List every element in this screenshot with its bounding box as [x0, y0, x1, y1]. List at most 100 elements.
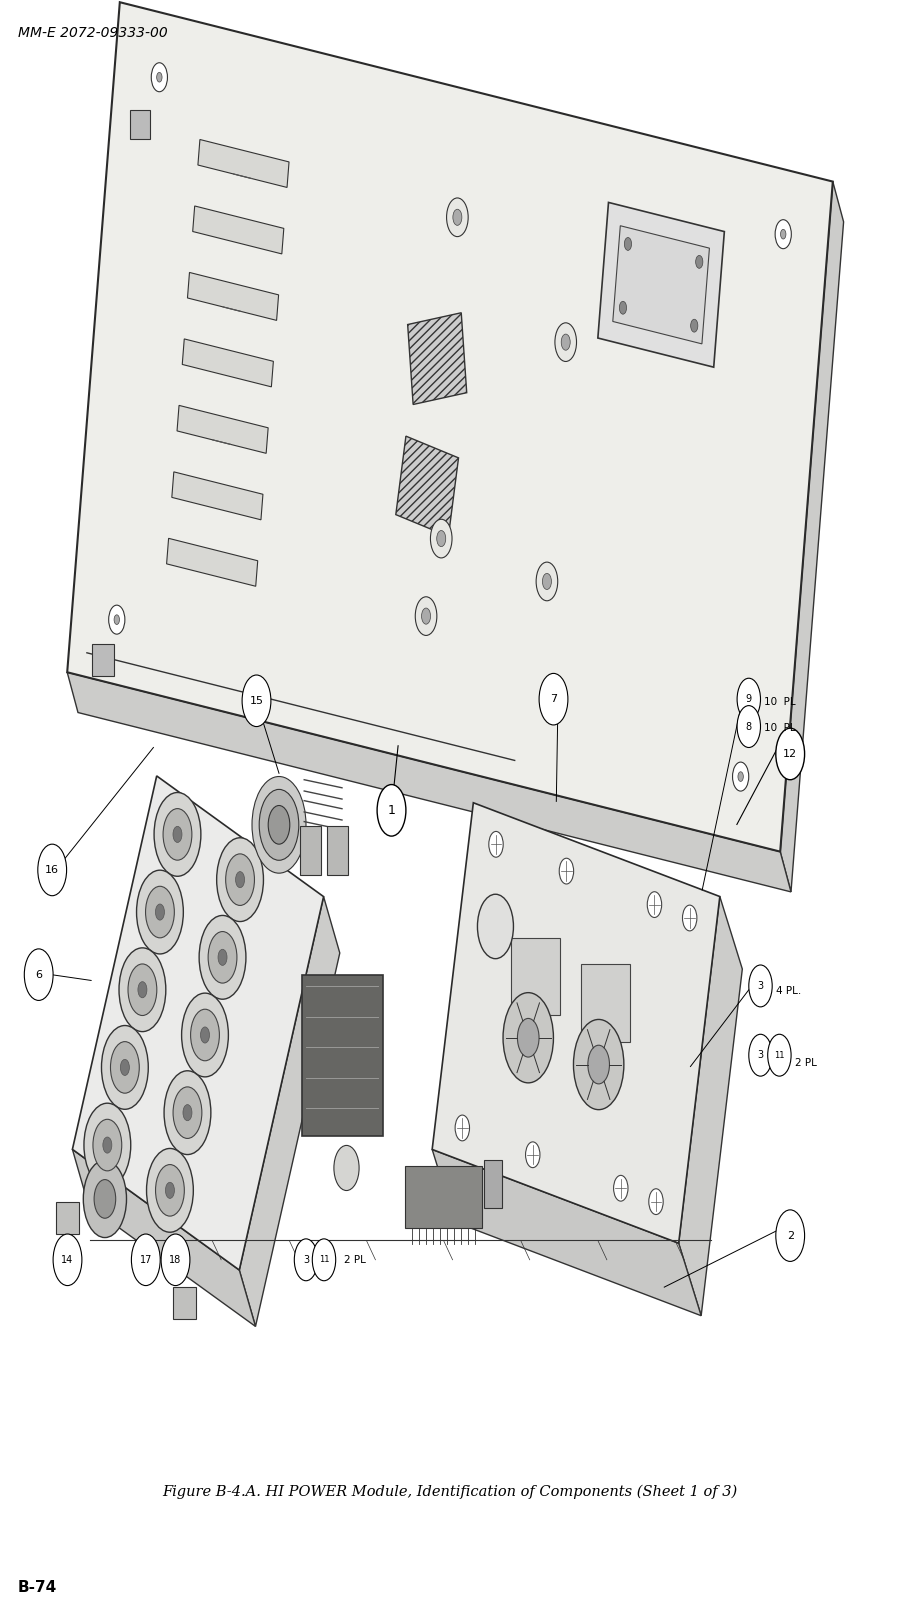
- Circle shape: [128, 963, 157, 1015]
- Text: 16: 16: [45, 865, 59, 875]
- Bar: [581, 965, 631, 1042]
- Circle shape: [191, 1008, 220, 1060]
- Polygon shape: [172, 472, 263, 520]
- Circle shape: [453, 209, 462, 226]
- Circle shape: [421, 607, 430, 623]
- Circle shape: [259, 789, 299, 860]
- Circle shape: [173, 1087, 202, 1139]
- Circle shape: [84, 1104, 130, 1187]
- Circle shape: [166, 1182, 175, 1199]
- Polygon shape: [432, 1149, 701, 1316]
- Circle shape: [489, 831, 503, 857]
- Text: 9: 9: [746, 694, 751, 704]
- Text: 10  PL: 10 PL: [764, 723, 796, 733]
- Circle shape: [737, 706, 760, 748]
- Circle shape: [619, 301, 626, 314]
- Circle shape: [226, 854, 255, 905]
- Circle shape: [588, 1046, 609, 1084]
- Text: 1: 1: [388, 804, 395, 817]
- Circle shape: [415, 596, 436, 635]
- Circle shape: [446, 198, 468, 237]
- Circle shape: [776, 728, 805, 780]
- Circle shape: [738, 772, 743, 781]
- Circle shape: [559, 859, 573, 884]
- Bar: [174, 1287, 196, 1319]
- Polygon shape: [177, 406, 268, 453]
- Circle shape: [733, 762, 749, 791]
- Circle shape: [294, 1239, 318, 1281]
- Circle shape: [430, 519, 452, 557]
- Circle shape: [208, 931, 237, 983]
- Text: Figure B-4.A. HI POWER Module, Identification of Components (Sheet 1 of 3): Figure B-4.A. HI POWER Module, Identific…: [162, 1485, 738, 1498]
- Polygon shape: [780, 182, 843, 892]
- Text: 4 PL.: 4 PL.: [776, 986, 801, 996]
- Text: 3: 3: [758, 981, 763, 991]
- Text: B-74: B-74: [18, 1580, 58, 1595]
- Text: 11: 11: [319, 1255, 329, 1265]
- Circle shape: [780, 229, 786, 238]
- Circle shape: [94, 1179, 116, 1218]
- Circle shape: [121, 1060, 130, 1076]
- Polygon shape: [193, 206, 284, 255]
- Circle shape: [24, 949, 53, 1000]
- Text: 11: 11: [774, 1050, 785, 1060]
- Circle shape: [614, 1176, 628, 1202]
- Circle shape: [119, 947, 166, 1031]
- Circle shape: [164, 1071, 211, 1155]
- Text: 2: 2: [787, 1231, 794, 1240]
- Circle shape: [539, 673, 568, 725]
- Circle shape: [555, 322, 577, 361]
- Circle shape: [218, 949, 227, 965]
- Text: 3: 3: [303, 1255, 309, 1265]
- Circle shape: [157, 72, 162, 82]
- Circle shape: [573, 1020, 624, 1110]
- Text: 8: 8: [746, 722, 751, 731]
- Polygon shape: [72, 777, 324, 1269]
- Circle shape: [151, 63, 167, 92]
- Circle shape: [114, 615, 120, 625]
- Circle shape: [137, 870, 184, 954]
- Text: 17: 17: [140, 1255, 152, 1265]
- Circle shape: [84, 1160, 127, 1237]
- FancyBboxPatch shape: [130, 110, 150, 139]
- Circle shape: [146, 886, 175, 938]
- Circle shape: [625, 237, 632, 250]
- Circle shape: [455, 1115, 470, 1141]
- Polygon shape: [613, 226, 709, 343]
- Polygon shape: [396, 437, 458, 536]
- Circle shape: [103, 1137, 112, 1153]
- Circle shape: [109, 606, 125, 635]
- Bar: [484, 1160, 502, 1208]
- Circle shape: [436, 530, 446, 546]
- Polygon shape: [72, 1149, 256, 1326]
- Circle shape: [334, 1145, 359, 1191]
- Bar: [300, 826, 321, 875]
- Circle shape: [236, 872, 245, 888]
- Bar: [405, 1166, 482, 1228]
- Text: 3: 3: [758, 1050, 763, 1060]
- Polygon shape: [432, 802, 720, 1244]
- Circle shape: [131, 1234, 160, 1286]
- Circle shape: [775, 219, 791, 248]
- Bar: [92, 644, 114, 677]
- Text: 14: 14: [61, 1255, 74, 1265]
- Polygon shape: [598, 203, 724, 367]
- Circle shape: [737, 678, 760, 720]
- Bar: [510, 938, 560, 1015]
- Polygon shape: [239, 897, 340, 1326]
- Circle shape: [518, 1018, 539, 1057]
- FancyBboxPatch shape: [302, 975, 382, 1136]
- Circle shape: [749, 1034, 772, 1076]
- Circle shape: [377, 785, 406, 836]
- Polygon shape: [183, 338, 274, 387]
- Circle shape: [503, 992, 554, 1083]
- Circle shape: [690, 319, 698, 332]
- Circle shape: [526, 1142, 540, 1168]
- Circle shape: [252, 777, 306, 873]
- Circle shape: [163, 809, 192, 860]
- Circle shape: [199, 915, 246, 999]
- Circle shape: [776, 1210, 805, 1261]
- Circle shape: [312, 1239, 336, 1281]
- Polygon shape: [198, 140, 289, 187]
- Circle shape: [768, 1034, 791, 1076]
